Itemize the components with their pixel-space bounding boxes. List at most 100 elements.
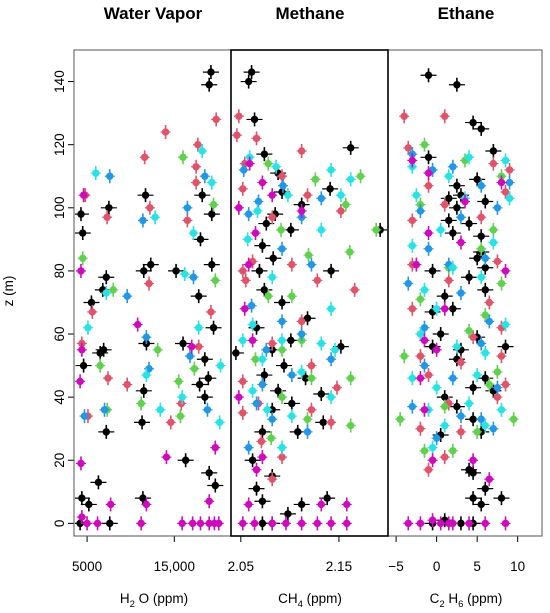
data-point: [244, 210, 253, 218]
y-axis-label: z (m): [1, 276, 16, 307]
data-point: [244, 260, 253, 269]
data-point: [196, 235, 205, 244]
data-point: [282, 519, 290, 528]
data-point: [244, 443, 253, 452]
data-point: [337, 207, 345, 215]
data-point: [257, 437, 266, 446]
x-tick-label: 2.15: [326, 559, 352, 574]
data-point: [477, 273, 485, 281]
data-point: [216, 361, 225, 370]
data-point: [307, 374, 316, 382]
data-point: [268, 191, 276, 199]
data-point: [343, 519, 351, 528]
data-point: [258, 355, 267, 363]
data-point: [258, 178, 267, 187]
data-point: [186, 352, 194, 360]
x-label-c2h6-rest: H: [445, 591, 459, 606]
data-point: [239, 267, 247, 275]
data-point: [288, 399, 296, 408]
data-point: [428, 267, 437, 275]
data-point: [424, 245, 433, 253]
data-point: [441, 112, 449, 120]
data-point: [77, 267, 85, 275]
data-point: [201, 172, 209, 180]
data-point: [481, 264, 489, 272]
data-point: [327, 519, 335, 528]
x-label-h2o-rest: O (ppm): [135, 591, 188, 606]
data-point: [139, 216, 147, 225]
data-point: [123, 292, 131, 300]
data-point: [188, 519, 197, 528]
panel-methane: 2.05 2.15: [228, 65, 387, 574]
data-point: [258, 519, 267, 528]
x-label-ch4-sub: 4: [298, 599, 303, 610]
data-point: [142, 333, 151, 341]
data-point: [268, 339, 276, 348]
data-point: [106, 519, 114, 528]
data-point: [258, 428, 267, 436]
data-point: [449, 374, 457, 382]
data-point: [297, 330, 306, 338]
data-point: [93, 519, 102, 528]
data-point: [260, 150, 269, 158]
data-point: [457, 412, 465, 420]
data-point: [317, 339, 325, 348]
y-tick-label: 80: [52, 263, 67, 278]
data-point: [493, 393, 502, 401]
data-point: [195, 342, 203, 351]
data-point: [183, 204, 192, 212]
data-point: [457, 358, 465, 367]
x-axis-label-ethane: C2 H6 (ppm): [430, 591, 503, 610]
data-point: [481, 519, 489, 528]
data-point: [215, 519, 223, 528]
data-point: [428, 443, 437, 452]
data-point: [400, 352, 408, 360]
data-point: [260, 286, 269, 294]
data-point: [449, 229, 457, 237]
data-point: [505, 194, 514, 203]
data-point: [469, 456, 477, 464]
data-point: [497, 279, 506, 288]
data-point: [178, 393, 186, 401]
data-point: [92, 169, 100, 177]
data-point: [244, 77, 253, 86]
data-point: [133, 320, 142, 329]
data-point: [297, 500, 306, 509]
data-point: [80, 412, 89, 420]
x-axis-label-water-vapor: H2 O (ppm): [120, 591, 188, 610]
data-point: [477, 245, 485, 253]
data-point: [278, 443, 286, 452]
data-point: [76, 377, 84, 386]
data-point: [211, 443, 219, 452]
data-point: [416, 207, 425, 215]
data-point: [232, 349, 240, 357]
data-point: [477, 232, 485, 240]
data-point: [207, 68, 215, 76]
data-point: [408, 402, 417, 411]
data-point: [420, 140, 429, 149]
data-point: [190, 365, 199, 373]
data-point: [372, 226, 380, 234]
data-point: [311, 175, 320, 184]
data-point: [294, 428, 302, 436]
data-point: [457, 213, 465, 221]
data-point: [477, 125, 485, 133]
data-point: [347, 374, 355, 382]
data-point: [274, 387, 282, 395]
data-point: [501, 380, 510, 389]
data-point: [347, 175, 355, 184]
data-point: [441, 393, 449, 401]
data-point: [239, 519, 247, 528]
data-point: [198, 147, 206, 155]
data-point: [481, 197, 489, 206]
data-point: [260, 371, 269, 379]
data-point: [432, 383, 441, 392]
data-point: [408, 241, 417, 250]
data-point: [416, 330, 425, 338]
data-point: [489, 159, 498, 168]
data-point: [469, 469, 477, 477]
data-point: [420, 406, 429, 414]
x-tick-label: 10: [510, 559, 525, 574]
data-point: [424, 153, 433, 161]
data-point: [147, 260, 155, 269]
